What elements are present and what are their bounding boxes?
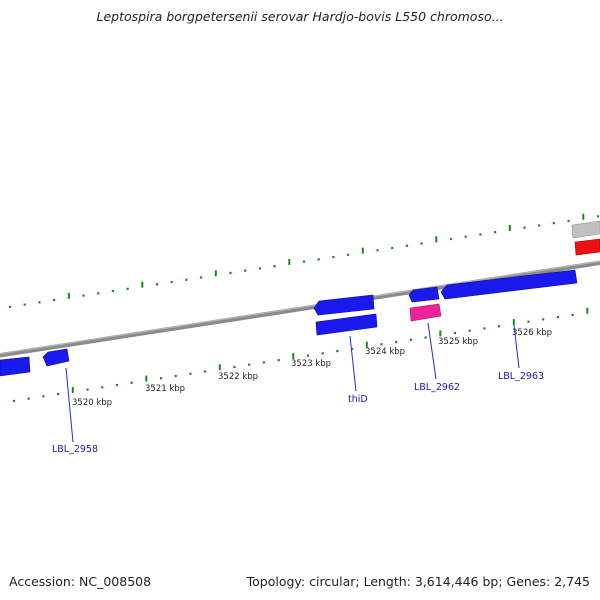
tick-label: 3520 kbp: [72, 398, 112, 408]
leader-line: [427, 322, 437, 380]
gene-arrow[interactable]: [313, 294, 375, 316]
tick-label: 3526 kbp: [512, 328, 552, 338]
gene-arrow-thid[interactable]: [315, 313, 378, 336]
gene-arrow[interactable]: [408, 286, 440, 303]
gene-label-thid[interactable]: thiD: [348, 394, 368, 405]
leader-line: [65, 367, 74, 443]
tick-label: 3521 kbp: [145, 384, 185, 394]
lower-tick-row: [12, 307, 589, 402]
gene-arrow[interactable]: [42, 348, 70, 367]
tick-label: 3523 kbp: [291, 359, 331, 369]
leader-line: [349, 335, 357, 392]
chromosome-backbone-highlight: [0, 260, 600, 355]
gene-arrow-lbl-2963[interactable]: [440, 269, 578, 300]
gene-label-lbl-2958[interactable]: LBL_2958: [52, 444, 98, 455]
gene-arrow-lbl-2962[interactable]: [409, 303, 442, 322]
gene-label-lbl-2963[interactable]: LBL_2963: [498, 371, 544, 382]
gene-arrow-grey[interactable]: [571, 220, 600, 239]
gene-arrow[interactable]: [0, 356, 31, 377]
gene-track: [0, 220, 600, 377]
tick-label: 3525 kbp: [438, 337, 478, 347]
gene-arrow-red[interactable]: [574, 238, 600, 256]
genome-summary-text: Topology: circular; Length: 3,614,446 bp…: [246, 574, 590, 589]
leader-line: [513, 324, 520, 369]
map-title: Leptospira borgpetersenii serovar Hardjo…: [96, 9, 504, 24]
gene-labels: LBL_2958 thiD LBL_2962 LBL_2963: [52, 322, 544, 455]
chromosome-backbone: [0, 260, 600, 358]
upper-tick-row: [8, 213, 600, 308]
accession-text: Accession: NC_008508: [9, 574, 152, 589]
tick-label: 3524 kbp: [365, 347, 405, 357]
gene-label-lbl-2962[interactable]: LBL_2962: [414, 382, 460, 393]
scale-labels: 3520 kbp 3521 kbp 3522 kbp 3523 kbp 3524…: [72, 328, 552, 408]
tick-label: 3522 kbp: [218, 372, 258, 382]
